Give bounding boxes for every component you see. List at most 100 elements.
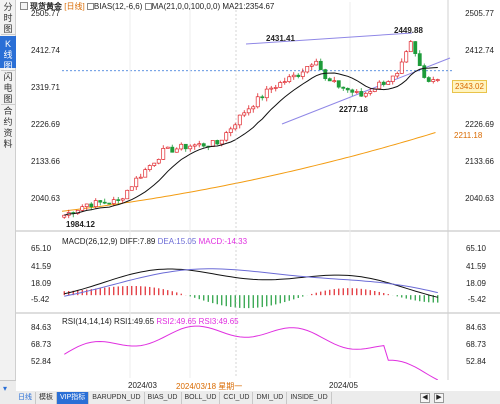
candle-body [120, 198, 125, 201]
sidebar-tab-label: 分时图 [3, 2, 13, 34]
candle-body [116, 199, 121, 201]
rsi-header: RSI(14,14,14) RSI1:49.65 RSI2:49.65 RSI3… [62, 317, 239, 327]
tab-dmi[interactable]: DMI_UD [253, 392, 288, 404]
candle-body [399, 61, 404, 74]
macd-tick: 41.59 [465, 262, 486, 271]
tab-daily[interactable]: 日线 [0, 392, 36, 404]
candle-body [264, 88, 269, 99]
rsi-tick: 84.63 [31, 323, 52, 332]
tab-template[interactable]: 模板 [36, 392, 57, 404]
candle-body [62, 214, 67, 218]
panel-toggle-icon[interactable] [20, 2, 28, 10]
rsi3-value: RSI3:49.65 [198, 317, 239, 326]
candle-body [197, 143, 202, 146]
indicator-tabs: 日线 模板 VIP指标 BARUPDN_UD BIAS_UD BOLL_UD C… [0, 392, 500, 404]
ma21-line [64, 67, 438, 216]
sidebar-tab-kline[interactable]: K线图 [0, 36, 16, 71]
candle-body [305, 66, 310, 73]
scroll-left-icon[interactable]: ◀ [420, 393, 430, 403]
rsi-tick: 52.84 [31, 357, 52, 366]
rsi-series [64, 325, 439, 380]
price-tick: 2505.77 [31, 9, 60, 18]
indicator-box-icon[interactable] [86, 3, 94, 10]
tab-inside[interactable]: INSIDE_UD [287, 392, 332, 404]
rsi-params: RSI(14,14,14) [62, 317, 112, 326]
macd-series [63, 268, 439, 309]
tab-cci[interactable]: CCI_UD [220, 392, 254, 404]
candle-body [435, 79, 440, 81]
ma-price-tag: 2211.18 [454, 131, 483, 140]
macd-tick: 41.59 [31, 262, 52, 271]
candle-body [84, 203, 89, 208]
tab-boll[interactable]: BOLL_UD [182, 392, 221, 404]
tab-label: INSIDE_UD [290, 394, 328, 401]
candle-body [395, 73, 400, 77]
crosshair-time-label: 2024/03/18 星期一 [176, 382, 243, 391]
candle-body [390, 75, 395, 82]
scroll-right-icon[interactable]: ▶ [434, 393, 444, 403]
time-axis: 2024/03 2024/03/18 星期一 2024/05 [16, 380, 500, 391]
candle-body [75, 209, 80, 214]
candle-body [219, 139, 224, 145]
indicator-box-icon[interactable] [144, 3, 152, 10]
macd-params: MACD(26,12,9) [62, 237, 118, 246]
tab-label: BIAS_UD [147, 394, 178, 401]
candle-body [129, 186, 134, 191]
candle-body [318, 60, 323, 70]
tab-vip-indicators[interactable]: VIP指标 [57, 392, 90, 404]
candle-body [255, 96, 260, 108]
price-tick: 2505.77 [465, 9, 494, 18]
candle-body [125, 189, 130, 200]
rsi-tick: 84.63 [465, 323, 486, 332]
tab-barupdn[interactable]: BARUPDN_UD [89, 392, 145, 404]
sidebar-divider [1, 70, 15, 71]
candle-body [291, 74, 296, 78]
tab-label: BARUPDN_UD [92, 394, 141, 401]
macd-diff-line [64, 268, 438, 298]
candle-body [165, 146, 170, 149]
candle-body [246, 108, 251, 114]
candle-body [273, 87, 278, 89]
candle-body [242, 112, 247, 116]
sidebar-tab-flash[interactable]: 闪电图 [0, 72, 16, 104]
candle-body [188, 145, 193, 150]
candle-body [359, 91, 364, 97]
candle-body [336, 80, 341, 88]
price-header: 现货黄金 [日线] BIAS(12,-6,6) MA(21,0,0,100,0,… [20, 2, 274, 12]
tab-label: 日线 [18, 394, 32, 401]
candle-body [156, 159, 161, 164]
sidebar-tab-timeshare[interactable]: 分时图 [0, 2, 16, 34]
rsi-line [64, 325, 439, 380]
candle-body [345, 87, 350, 91]
candle-body [381, 81, 386, 85]
period-label[interactable]: [日线] [64, 2, 85, 11]
candle-body [327, 78, 332, 82]
tab-bias[interactable]: BIAS_UD [145, 392, 182, 404]
candle-body [296, 74, 301, 77]
candle-body [98, 200, 103, 203]
candle-body [314, 60, 319, 66]
tab-label: 模板 [39, 394, 53, 401]
candle-body [332, 80, 337, 83]
candle-body [233, 124, 238, 130]
candle-body [282, 81, 287, 83]
candle-body [300, 71, 305, 77]
candle-body [80, 206, 85, 211]
candle-body [89, 203, 94, 207]
high-annotation: 2431.41 [266, 34, 295, 43]
candle-body [102, 201, 107, 204]
sidebar-divider [1, 34, 15, 35]
macd-diff: DIFF:7.89 [119, 237, 156, 246]
candle-body [386, 81, 391, 85]
candle-body [417, 53, 422, 67]
sidebar-tab-contract-info[interactable]: 合约资料 [0, 106, 16, 150]
candle-body [260, 96, 265, 99]
candle-body [404, 51, 409, 63]
price-tick: 2040.63 [465, 194, 494, 203]
candle-body [138, 176, 143, 179]
chevron-down-icon[interactable]: ▾ [3, 384, 8, 393]
time-label: 2024/05 [329, 381, 358, 390]
ma21-series [64, 67, 438, 216]
macd-tick: -5.42 [467, 295, 486, 304]
